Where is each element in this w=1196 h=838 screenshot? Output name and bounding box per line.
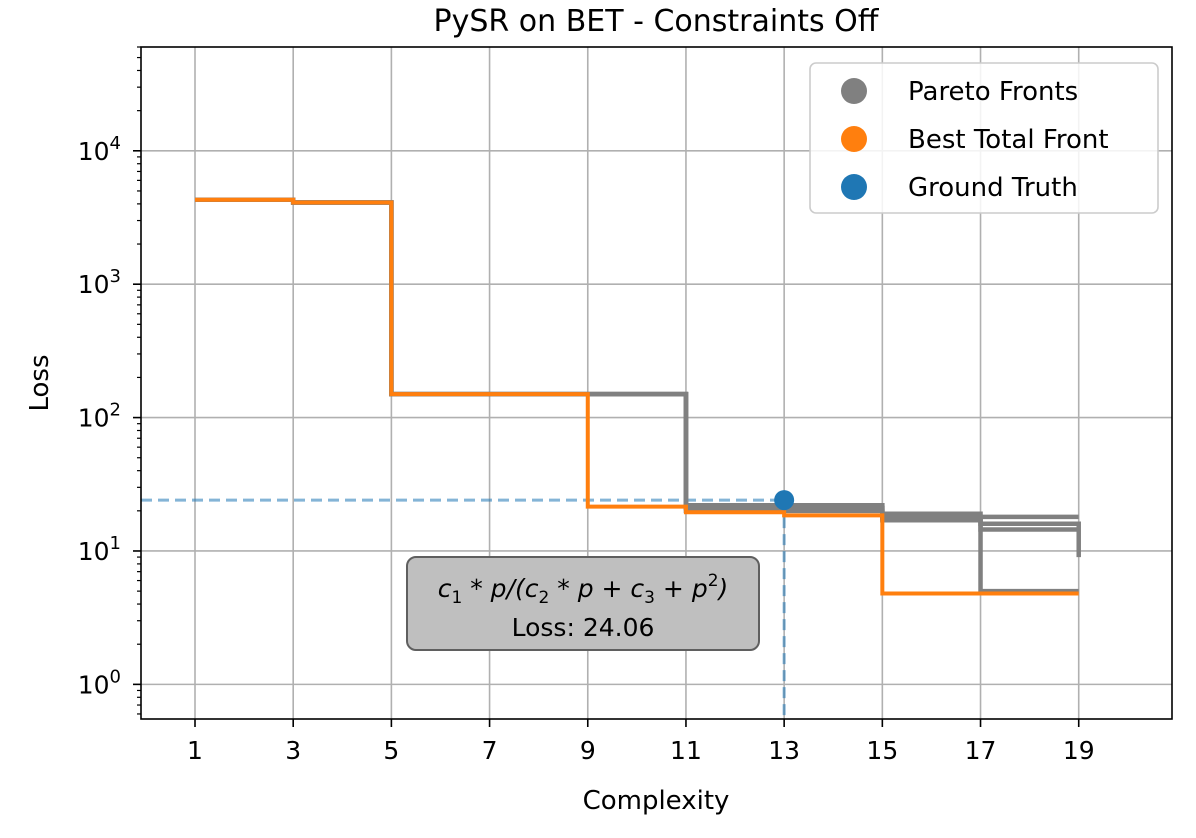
legend-box	[809, 62, 1159, 214]
x-tick-label: 9	[580, 736, 596, 765]
formula-text: c1 * p/(c2 * p + c3 + p2)	[438, 571, 729, 608]
y-tick-label: 100	[78, 666, 121, 699]
x-tick-label: 19	[1063, 736, 1095, 765]
legend-label: Pareto Fronts	[908, 77, 1078, 107]
best-total-front-line	[195, 197, 1079, 596]
x-tick-label: 17	[965, 736, 997, 765]
x-tick-label: 15	[866, 736, 898, 765]
plot-area-frame	[140, 46, 1173, 720]
x-tick-label: 13	[768, 736, 800, 765]
legend: Pareto Fronts Best Total Front Ground Trut…	[809, 62, 1159, 214]
y-tick-label: 104	[78, 133, 121, 166]
y-axis: 100 101 102 103 104	[78, 133, 141, 699]
x-tick-label: 1	[187, 736, 203, 765]
formula-annotation: c1 * p/(c2 * p + c3 + p2) Loss: 24.06	[406, 556, 760, 651]
legend-label: Best Total Front	[908, 125, 1109, 155]
pareto-front-line-3	[195, 197, 1081, 558]
pareto-front-line-2	[195, 197, 1079, 520]
gridlines	[141, 47, 1172, 719]
x-axis-label: Complexity	[583, 786, 730, 816]
x-tick-label: 5	[383, 736, 399, 765]
y-tick-label: 102	[78, 400, 121, 433]
series-layer	[195, 197, 1081, 596]
annotation-box	[406, 556, 760, 651]
annotation-loss-text: Loss: 24.06	[512, 613, 655, 642]
legend-marker	[841, 78, 867, 104]
x-axis: 1 3 5 7 9 11 13 15 17 19	[187, 719, 1095, 765]
point-layer	[774, 490, 795, 511]
x-tick-label: 11	[670, 736, 702, 765]
legend-marker	[841, 174, 867, 200]
y-axis-label: Loss	[25, 354, 55, 411]
legend-marker	[841, 126, 867, 152]
legend-label: Ground Truth	[908, 173, 1078, 203]
chart-title: PySR on BET - Constraints Off	[434, 4, 880, 39]
y-tick-label: 101	[78, 533, 121, 566]
x-tick-label: 3	[285, 736, 301, 765]
pareto-front-line-4	[195, 197, 1079, 532]
ground-truth-guides	[141, 498, 786, 719]
y-tick-label: 103	[78, 266, 121, 299]
x-tick-label: 7	[482, 736, 498, 765]
ground-truth-point	[774, 490, 795, 511]
